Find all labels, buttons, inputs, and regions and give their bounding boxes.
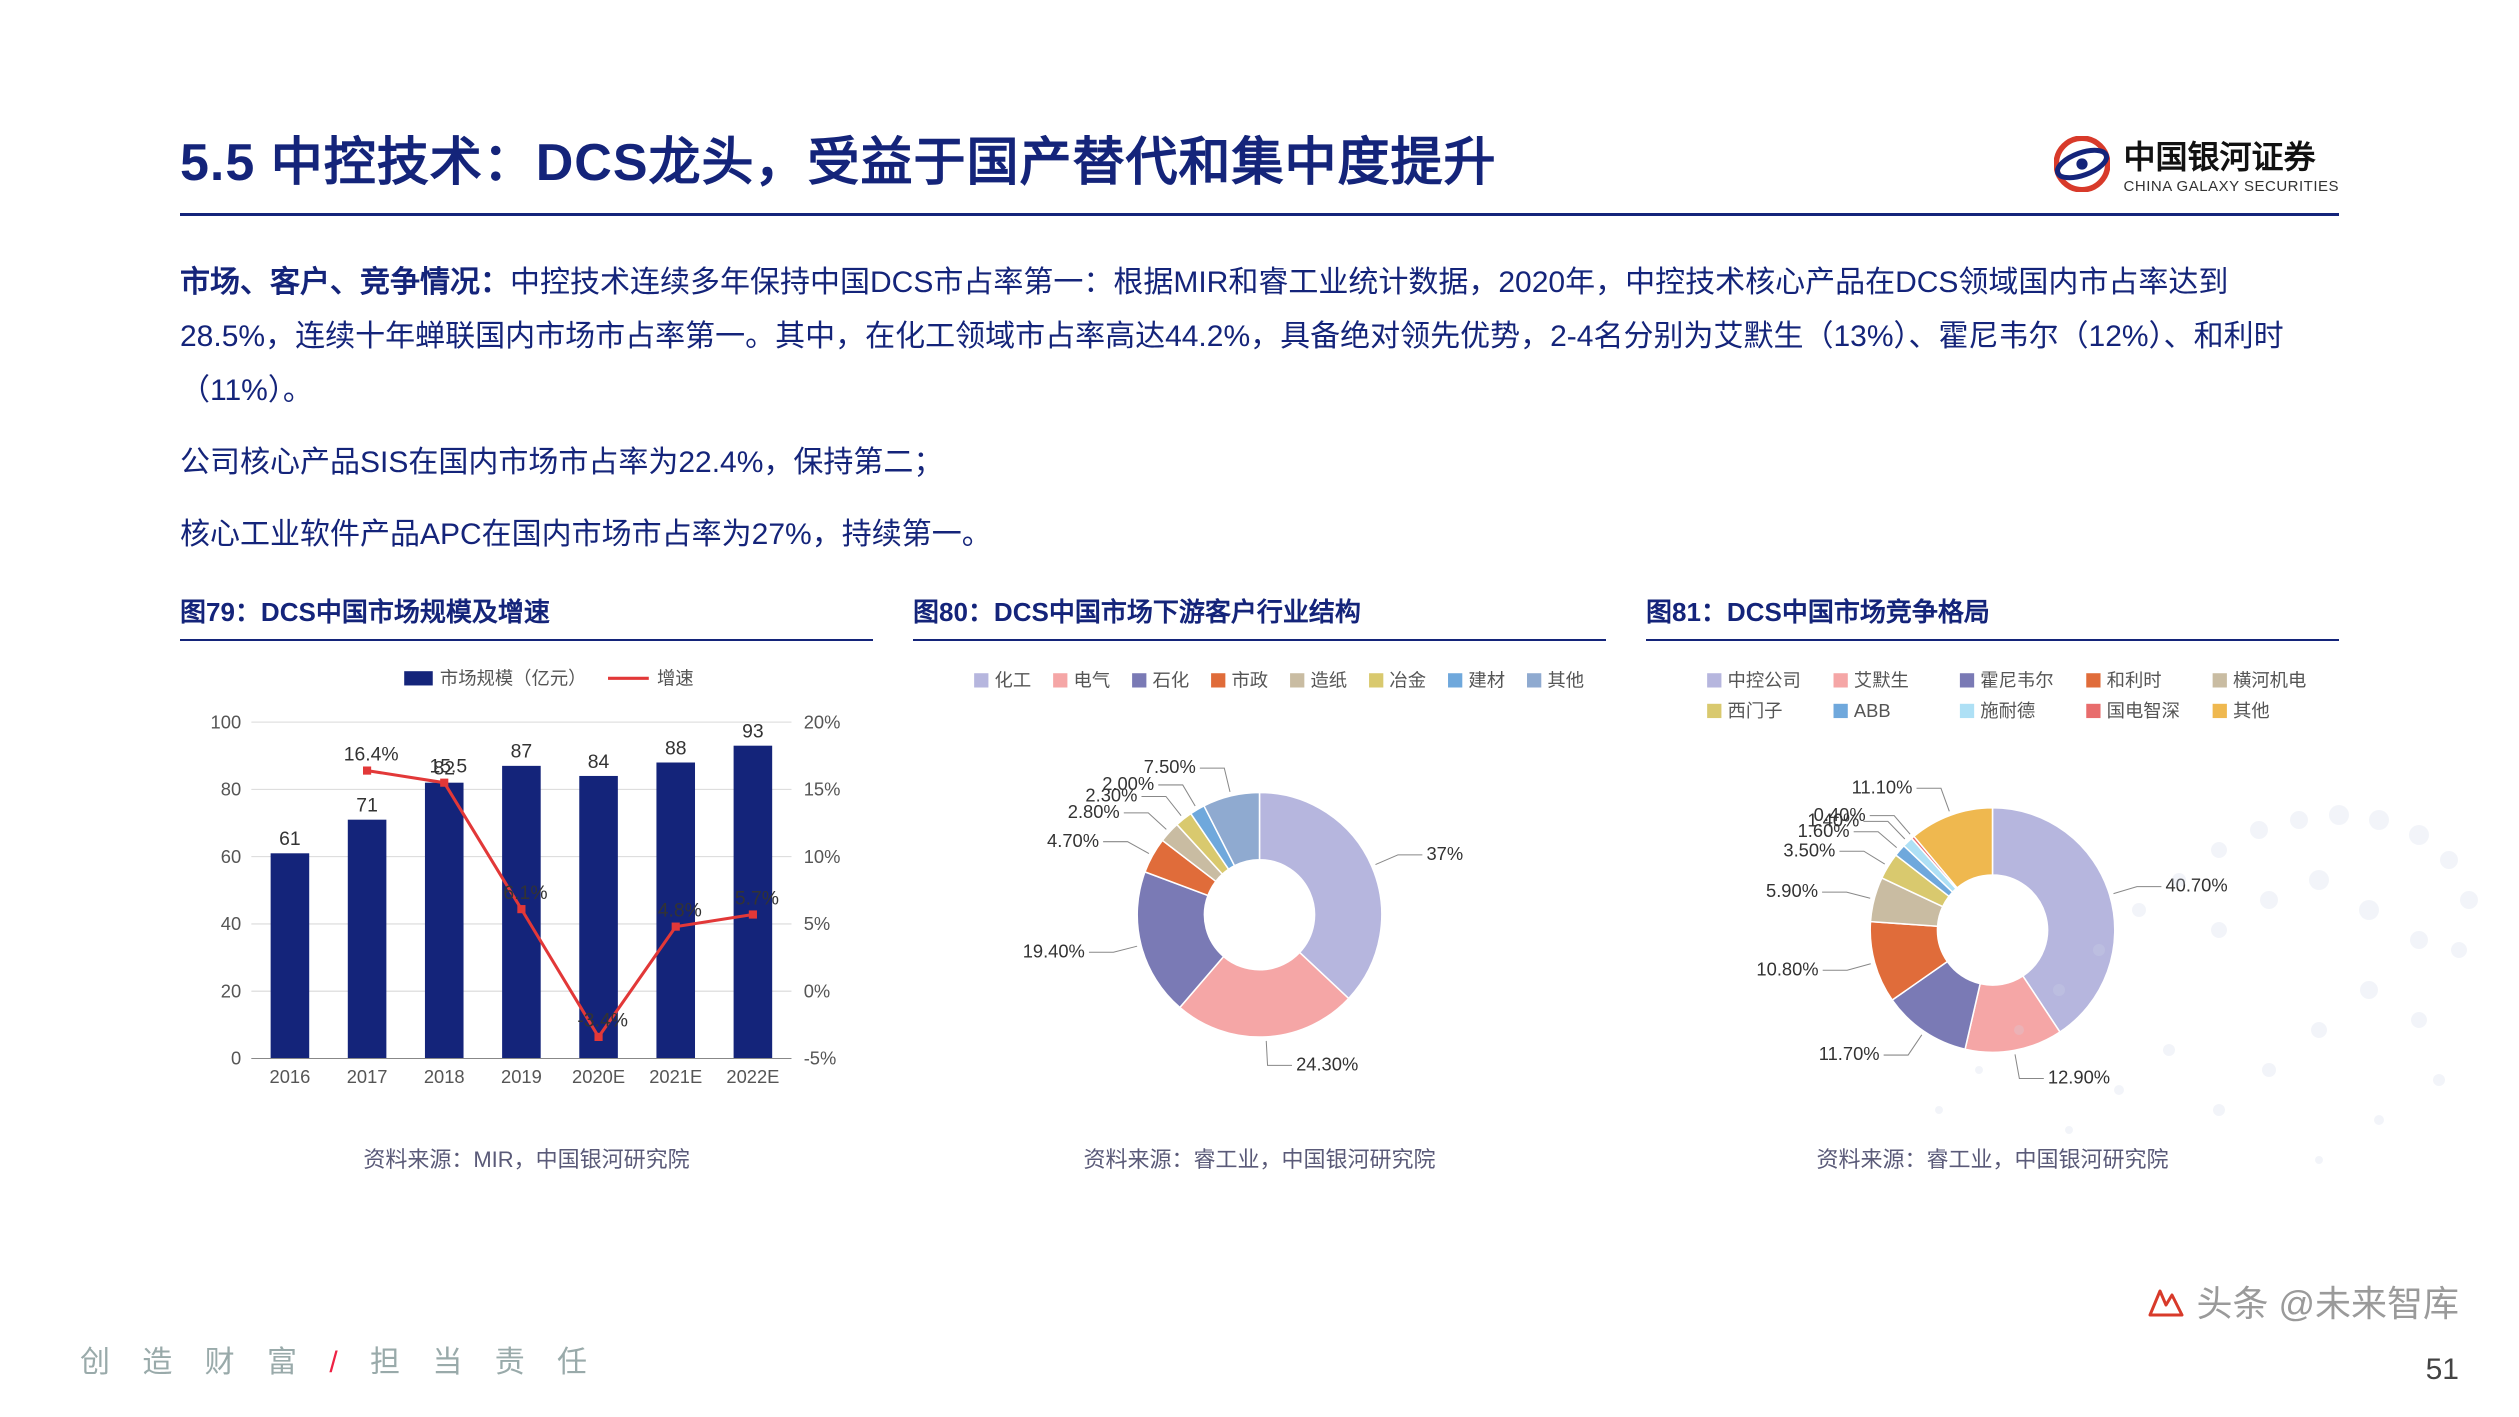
svg-text:石化: 石化 (1152, 669, 1189, 690)
svg-text:2022E: 2022E (726, 1066, 779, 1087)
page-number: 51 (2426, 1353, 2459, 1387)
svg-text:电气: 电气 (1074, 669, 1111, 690)
svg-text:61: 61 (279, 828, 301, 850)
svg-text:93: 93 (742, 721, 764, 743)
svg-text:增速: 增速 (657, 667, 694, 688)
svg-text:冶金: 冶金 (1389, 669, 1426, 690)
svg-text:15%: 15% (804, 779, 841, 800)
footer-motto: 创 造 财 富 / 担 当 责 任 (80, 1337, 599, 1381)
svg-text:11.10%: 11.10% (1852, 776, 1913, 797)
chart-80-svg: 化工电气石化市政造纸冶金建材其他37%24.30%19.40%4.70%2.80… (913, 661, 1606, 1109)
svg-text:60: 60 (221, 846, 241, 867)
body-p1-lead: 市场、客户、竞争情况： (180, 266, 510, 299)
header: 5.5 中控技术：DCS龙头，受益于国产替代和集中度提升 中国银河证券 CHIN… (180, 120, 2339, 216)
galaxy-logo-icon (2054, 136, 2110, 192)
svg-text:市场规模（亿元）: 市场规模（亿元） (440, 667, 587, 688)
chart-80-title: 图80：DCS中国市场下游客户行业结构 (913, 592, 1606, 641)
svg-text:ABB: ABB (1854, 700, 1891, 721)
body-p3: 核心工业软件产品APC在国内市场市占率为27%，持续第一。 (180, 508, 2339, 562)
svg-text:16.4%: 16.4% (344, 743, 399, 765)
body-p1: 市场、客户、竞争情况：中控技术连续多年保持中国DCS市占率第一：根据MIR和睿工… (180, 256, 2339, 418)
svg-text:40.70%: 40.70% (2165, 875, 2227, 896)
chart-79: 图79：DCS中国市场规模及增速 市场规模（亿元） 增速 0 20 40 60 80 100 -… (180, 592, 873, 1174)
svg-text:40: 40 (221, 913, 241, 934)
watermark: 头条 @未来智库 (2146, 1275, 2459, 1327)
svg-text:施耐德: 施耐德 (1980, 700, 2035, 721)
svg-text:0: 0 (231, 1048, 241, 1069)
logo-en: CHINA GALAXY SECURITIES (2124, 178, 2339, 195)
svg-text:12.90%: 12.90% (2048, 1067, 2110, 1088)
svg-text:5.90%: 5.90% (1766, 880, 1818, 901)
svg-text:2019: 2019 (501, 1066, 542, 1087)
svg-text:和利时: 和利时 (2107, 669, 2162, 690)
slide: 5.5 中控技术：DCS龙头，受益于国产替代和集中度提升 中国银河证券 CHIN… (0, 0, 2519, 1417)
svg-text:2016: 2016 (270, 1066, 311, 1087)
charts-row: 图79：DCS中国市场规模及增速 市场规模（亿元） 增速 0 20 40 60 80 100 -… (180, 592, 2339, 1174)
svg-text:国电智深: 国电智深 (2107, 700, 2180, 721)
svg-text:化工: 化工 (995, 669, 1032, 690)
svg-text:建材: 建材 (1468, 669, 1505, 690)
svg-text:20%: 20% (804, 711, 841, 732)
svg-text:2021E: 2021E (649, 1066, 702, 1087)
svg-text:0.40%: 0.40% (1814, 804, 1866, 825)
chart-81-title: 图81：DCS中国市场竞争格局 (1646, 592, 2339, 641)
chart-79-title: 图79：DCS中国市场规模及增速 (180, 592, 873, 641)
chart-79-source: 资料来源：MIR，中国银河研究院 (180, 1142, 873, 1174)
svg-text:5%: 5% (804, 913, 831, 934)
svg-text:霍尼韦尔: 霍尼韦尔 (1980, 669, 2053, 690)
svg-text:造纸: 造纸 (1310, 669, 1347, 690)
svg-text:-5%: -5% (804, 1048, 837, 1069)
svg-text:4.70%: 4.70% (1047, 830, 1099, 851)
svg-text:2018: 2018 (424, 1066, 465, 1087)
svg-text:11.70%: 11.70% (1819, 1043, 1880, 1064)
svg-text:市政: 市政 (1231, 669, 1268, 690)
svg-text:6.1%: 6.1% (503, 882, 547, 904)
svg-text:5.7%: 5.7% (735, 887, 779, 909)
motto-a: 创 造 财 富 (80, 1346, 309, 1379)
body-p2: 公司核心产品SIS在国内市场市占率为22.4%，保持第二； (180, 436, 2339, 490)
svg-text:15.5: 15.5 (429, 755, 467, 777)
svg-text:24.30%: 24.30% (1296, 1053, 1358, 1074)
chart-79-svg: 市场规模（亿元） 增速 0 20 40 60 80 100 -5% 0% 5% 10% 15% 20% 61… (180, 661, 873, 1109)
svg-text:其他: 其他 (1547, 669, 1584, 690)
logo-cn: 中国银河证券 (2124, 132, 2339, 178)
svg-text:-3.4%: -3.4% (577, 1010, 628, 1032)
svg-text:2017: 2017 (347, 1066, 388, 1087)
svg-text:10.80%: 10.80% (1756, 958, 1818, 979)
watermark-icon (2146, 1281, 2186, 1321)
svg-text:71: 71 (356, 795, 378, 817)
chart-80-source: 资料来源：睿工业，中国银河研究院 (913, 1142, 1606, 1174)
svg-text:4.8%: 4.8% (658, 899, 702, 921)
svg-text:19.40%: 19.40% (1023, 940, 1085, 961)
svg-text:80: 80 (221, 779, 241, 800)
svg-text:88: 88 (665, 737, 687, 759)
svg-text:84: 84 (588, 751, 610, 773)
brand-logo: 中国银河证券 CHINA GALAXY SECURITIES (2054, 132, 2339, 195)
page-title: 5.5 中控技术：DCS龙头，受益于国产替代和集中度提升 (180, 120, 1497, 195)
chart-81-svg: 中控公司 艾默生 霍尼韦尔 和利时 横河机电西门子 ABB 施耐德 国电智深 其他 40.70% 1… (1646, 661, 2339, 1109)
svg-text:10%: 10% (804, 846, 841, 867)
svg-text:3.50%: 3.50% (1783, 839, 1835, 860)
svg-text:其他: 其他 (2233, 700, 2270, 721)
svg-text:艾默生: 艾默生 (1854, 669, 1909, 690)
svg-text:西门子: 西门子 (1728, 700, 1783, 721)
motto-b: 担 当 责 任 (370, 1346, 599, 1379)
chart-81-source: 资料来源：睿工业，中国银河研究院 (1646, 1142, 2339, 1174)
svg-text:0%: 0% (804, 980, 831, 1001)
chart-81: 图81：DCS中国市场竞争格局 中控公司 艾默生 霍尼韦尔 和利时 横河机电西门子 ABB… (1646, 592, 2339, 1174)
watermark-text: 头条 @未来智库 (2196, 1275, 2459, 1327)
chart-80: 图80：DCS中国市场下游客户行业结构 化工 电气 石化 市政 造纸 冶金 建材 其他 37% 2… (913, 592, 1606, 1174)
svg-text:横河机电: 横河机电 (2233, 669, 2306, 690)
svg-text:中控公司: 中控公司 (1728, 669, 1801, 690)
svg-text:37%: 37% (1426, 843, 1463, 864)
svg-text:7.50%: 7.50% (1144, 756, 1196, 777)
svg-text:20: 20 (221, 980, 241, 1001)
svg-text:100: 100 (211, 711, 242, 732)
motto-sep: / (309, 1346, 370, 1379)
svg-text:87: 87 (511, 741, 533, 763)
svg-text:2020E: 2020E (572, 1066, 625, 1087)
